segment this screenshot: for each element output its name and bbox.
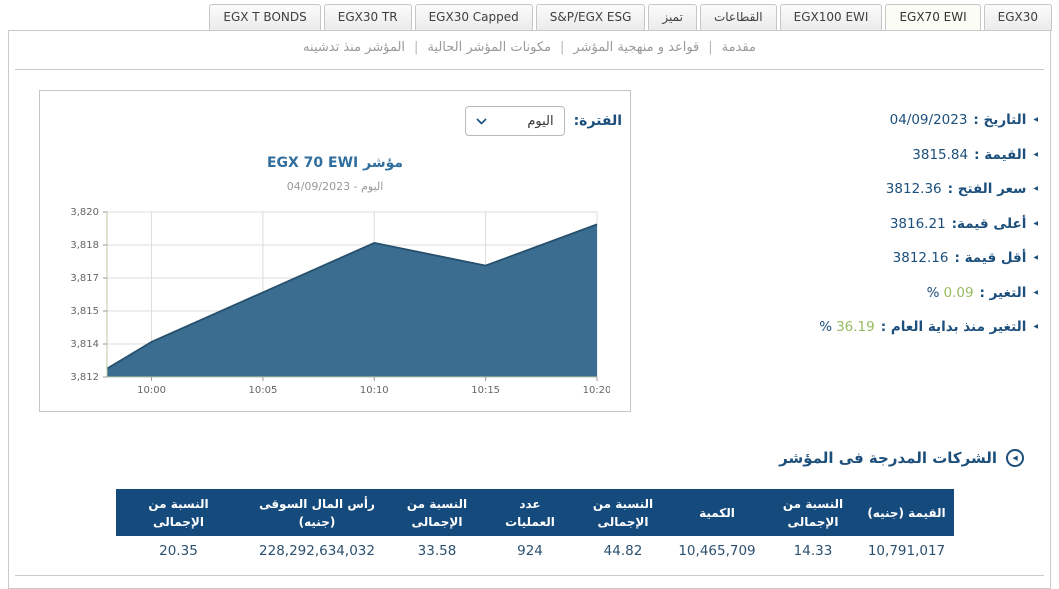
- bullet-left-arrow-icon: ◀: [1033, 254, 1038, 261]
- subnav-rules-methodology[interactable]: قواعد و منهجية المؤشر: [573, 40, 700, 55]
- table-cell-5: 33.58: [393, 536, 481, 565]
- percent-sign: %: [819, 319, 833, 335]
- bullet-left-arrow-icon: ◀: [1033, 185, 1038, 192]
- index-tab-bar: EGX30 EGX70 EWI EGX100 EWI القطاعات تميز S&P/…: [209, 4, 1052, 31]
- chart-title: مؤشر EGX 70 EWI: [266, 155, 404, 171]
- stat-date-value: 04/09/2023: [889, 112, 968, 128]
- content-container: مقدمة | قواعد و منهجية المؤشر | مكونات المؤش…: [8, 30, 1051, 589]
- table-cell-4: 924: [481, 536, 579, 565]
- tab-tamayoz[interactable]: تميز: [648, 4, 697, 31]
- table-cell-6: 228,292,634,032: [241, 536, 393, 565]
- bullet-left-arrow-icon: ◀: [1033, 116, 1038, 123]
- bullet-left-arrow-icon: ◀: [1033, 150, 1038, 158]
- stat-change-label: التغير :: [979, 284, 1027, 301]
- chart-panel: الفترة: اليوم مؤشر EGX 70 EWI اليوم - 04…: [39, 90, 631, 412]
- stat-highest-value-value: 3816.21: [889, 215, 946, 232]
- tab-sp-egx-esg[interactable]: S&P/EGX ESG: [535, 4, 646, 31]
- stat-highest-value: ◀ أعلى قيمة: 3816.21: [819, 213, 1038, 235]
- table-header-1: النسبة من الإجمالى: [767, 489, 859, 536]
- arrow-left-circle-icon: ◀: [1006, 449, 1024, 467]
- companies-heading: ◀ الشركات المدرجة فى المؤشر: [779, 449, 1024, 467]
- stat-date: ◀ التاريخ : 04/09/2023: [819, 109, 1038, 131]
- stat-value-label: القيمة :: [974, 146, 1027, 163]
- subnav-current-constituents[interactable]: مكونات المؤشر الحالية: [427, 40, 552, 55]
- stat-value: ◀ القيمة : 3815.84: [819, 144, 1038, 166]
- svg-text:3,818: 3,818: [70, 240, 99, 251]
- subnav-divider: [15, 69, 1044, 70]
- stat-open-price-value: 3812.36: [885, 181, 942, 197]
- stat-ytd-change-value: 36.19: [836, 319, 875, 335]
- subnav-separator: |: [414, 40, 419, 55]
- svg-text:3,820: 3,820: [70, 207, 99, 218]
- tab-egx30-tr[interactable]: EGX30 TR: [323, 4, 412, 31]
- stat-lowest-value-label: أقل قيمة :: [954, 250, 1027, 266]
- period-label: الفترة:: [573, 113, 622, 129]
- svg-text:10:00: 10:00: [137, 385, 166, 396]
- stat-ytd-change: ◀ التغير منذ بداية العام : 36.19%: [819, 316, 1038, 338]
- stat-highest-value-label: أعلى قيمة:: [951, 215, 1027, 232]
- stat-change-value: 0.09: [943, 284, 974, 301]
- table-header-4: عدد العمليات: [481, 489, 579, 536]
- period-control: الفترة: اليوم: [464, 106, 622, 136]
- svg-text:10:10: 10:10: [360, 385, 389, 396]
- subnav-separator: |: [708, 40, 713, 55]
- subnav-index-since-launch[interactable]: المؤشر منذ تدشينه: [303, 40, 406, 55]
- stat-ytd-change-label: التغير منذ بداية العام :: [880, 319, 1027, 335]
- chart-subtitle: اليوم - 04/09/2023: [286, 180, 384, 193]
- area-chart: 3,812 3,814 3,815 3,817 3,818 3,820 10:00 10:05…: [70, 207, 610, 396]
- stat-change: ◀ التغير : 0.09%: [819, 282, 1038, 304]
- table-header-3: النسبة من الإجمالى: [579, 489, 667, 536]
- stat-open-price-label: سعر الفتح :: [947, 181, 1027, 197]
- table-cell-3: 44.82: [579, 536, 667, 565]
- stat-value-value: 3815.84: [912, 146, 969, 163]
- table-header-2: الكمية: [667, 489, 767, 536]
- svg-text:10:05: 10:05: [248, 385, 277, 396]
- tab-egx-t-bonds[interactable]: EGX T BONDS: [209, 4, 321, 31]
- subnav-introduction[interactable]: مقدمة: [721, 40, 756, 55]
- tab-sectors[interactable]: القطاعات: [699, 4, 777, 31]
- tab-egx70-ewi[interactable]: EGX70 EWI: [885, 4, 981, 31]
- subnav-separator: |: [560, 40, 565, 55]
- percent-sign: %: [926, 284, 940, 301]
- stat-lowest-value: ◀ أقل قيمة : 3812.16: [819, 247, 1038, 269]
- bullet-left-arrow-icon: ◀: [1033, 219, 1038, 227]
- index-stats-panel: ◀ التاريخ : 04/09/2023 ◀ القيمة : 3815.84 ◀ سعر…: [819, 109, 1038, 351]
- subnav: مقدمة | قواعد و منهجية المؤشر | مكونات المؤش…: [9, 40, 1050, 55]
- chevron-down-icon: [476, 117, 487, 125]
- bottom-divider: [15, 575, 1044, 576]
- svg-text:3,817: 3,817: [70, 273, 99, 284]
- companies-table: القيمة (جنيه) النسبة من الإجمالى الكمية الن…: [116, 489, 954, 565]
- stat-lowest-value-value: 3812.16: [892, 250, 949, 266]
- svg-text:10:20: 10:20: [583, 385, 610, 396]
- table-header-5: النسبة من الإجمالى: [393, 489, 481, 536]
- period-select-value: اليوم: [527, 113, 554, 129]
- table-cell-2: 10,465,709: [667, 536, 767, 565]
- svg-text:3,815: 3,815: [70, 306, 99, 317]
- bullet-left-arrow-icon: ◀: [1033, 288, 1038, 296]
- stat-date-label: التاريخ :: [973, 112, 1027, 128]
- table-header-0: القيمة (جنيه): [859, 489, 954, 536]
- svg-text:3,812: 3,812: [70, 372, 99, 383]
- tab-egx100-ewi[interactable]: EGX100 EWI: [779, 4, 883, 31]
- svg-text:10:15: 10:15: [471, 385, 500, 396]
- table-cell-1: 14.33: [767, 536, 859, 565]
- table-cell-7: 20.35: [116, 536, 241, 565]
- svg-text:3,814: 3,814: [70, 339, 99, 350]
- bullet-left-arrow-icon: ◀: [1033, 323, 1038, 330]
- tab-egx30-capped[interactable]: EGX30 Capped: [414, 4, 533, 31]
- stat-open-price: ◀ سعر الفتح : 3812.36: [819, 178, 1038, 200]
- table-cell-0: 10,791,017: [859, 536, 954, 565]
- tab-egx30[interactable]: EGX30: [983, 4, 1052, 31]
- period-select[interactable]: اليوم: [464, 106, 565, 136]
- table-row: 10,791,017 14.33 10,465,709 44.82 924 33.58 22…: [116, 536, 954, 565]
- table-header-7: النسبة من الإجمالى: [116, 489, 241, 536]
- table-header-6: رأس المال السوقى (جنيه): [241, 489, 393, 536]
- companies-heading-label: الشركات المدرجة فى المؤشر: [779, 449, 997, 467]
